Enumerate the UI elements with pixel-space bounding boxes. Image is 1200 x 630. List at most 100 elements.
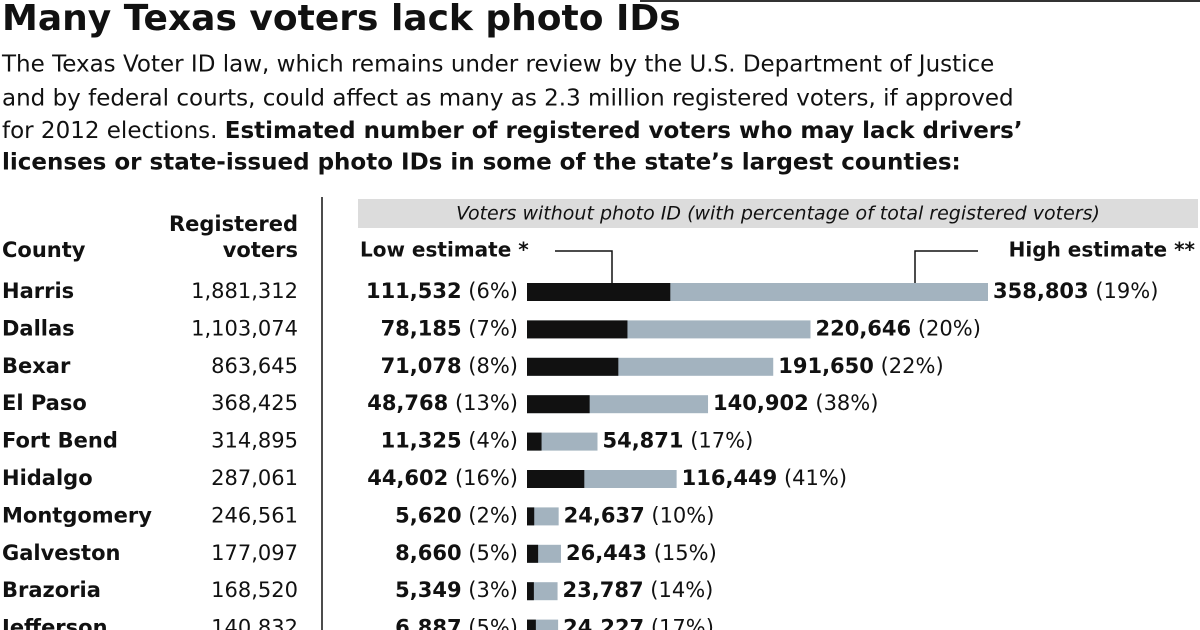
high-value: 24,227	[563, 616, 644, 630]
county: El Paso	[2, 391, 87, 415]
registered: 368,425	[211, 391, 298, 415]
legend-low: Low estimate *	[360, 238, 529, 262]
bar-low	[527, 357, 619, 376]
high-label: 23,787 (14%)	[563, 578, 714, 602]
low-pct: (4%)	[468, 429, 518, 453]
high-value: 23,787	[563, 578, 644, 602]
low-pct: (6%)	[468, 279, 518, 303]
county: Jefferson	[0, 616, 108, 630]
high-value: 26,443	[566, 541, 647, 565]
low-label: 44,602 (16%)	[367, 466, 518, 490]
high-pct: (41%)	[784, 466, 847, 490]
high-value: 24,637	[564, 503, 645, 527]
registered: 287,061	[211, 466, 298, 490]
bar-high	[527, 582, 558, 601]
bar-low	[527, 507, 535, 526]
registered: 177,097	[211, 541, 298, 565]
bar-low	[527, 320, 628, 339]
high-value: 191,650	[778, 354, 874, 378]
bar-low	[527, 395, 590, 414]
low-pct: (2%)	[468, 503, 518, 527]
high-label: 140,902 (38%)	[713, 391, 878, 415]
registered: 168,520	[211, 578, 298, 602]
high-label: 26,443 (15%)	[566, 541, 717, 565]
bar-low	[527, 432, 542, 451]
high-label: 54,871 (17%)	[602, 429, 753, 453]
title: Many Texas voters lack photo IDs	[2, 0, 681, 39]
registered: 314,895	[211, 429, 298, 453]
low-value: 111,532	[366, 279, 462, 303]
column-header: voters	[223, 238, 298, 262]
low-value: 71,078	[381, 354, 462, 378]
legend-high: High estimate **	[1009, 238, 1196, 262]
county: Brazoria	[2, 578, 101, 602]
bar-high	[527, 619, 559, 630]
high-pct: (38%)	[815, 391, 878, 415]
county: Hidalgo	[2, 466, 93, 490]
high-value: 116,449	[682, 466, 778, 490]
high-pct: (10%)	[651, 503, 714, 527]
low-label: 5,349 (3%)	[395, 578, 518, 602]
column-header: Registered	[169, 212, 298, 236]
low-pct: (3%)	[468, 578, 518, 602]
county: Galveston	[2, 541, 120, 565]
high-pct: (14%)	[650, 578, 713, 602]
low-label: 6,887 (5%)	[395, 616, 518, 630]
bold-line: Estimated number of registered voters wh…	[225, 118, 1023, 144]
low-pct: (8%)	[468, 354, 518, 378]
low-pct: (16%)	[455, 466, 518, 490]
low-pct: (5%)	[468, 616, 518, 630]
registered: 1,881,312	[191, 279, 298, 303]
county: Bexar	[2, 354, 71, 378]
low-pct: (7%)	[468, 316, 518, 340]
low-label: 111,532 (6%)	[366, 279, 518, 303]
county: Montgomery	[2, 503, 152, 527]
high-label: 358,803 (19%)	[993, 279, 1158, 303]
high-pct: (19%)	[1095, 279, 1158, 303]
county: Harris	[2, 279, 74, 303]
high-label: 116,449 (41%)	[682, 466, 847, 490]
low-value: 6,887	[395, 616, 461, 630]
intro-line: The Texas Voter ID law, which remains un…	[1, 52, 994, 78]
county: Fort Bend	[2, 429, 118, 453]
intro-line: for 2012 elections. Estimated number of …	[2, 118, 1023, 144]
high-label: 24,637 (10%)	[564, 503, 715, 527]
high-value: 220,646	[815, 316, 911, 340]
bar-low	[527, 619, 536, 630]
bar-low	[527, 582, 534, 601]
high-value: 358,803	[993, 279, 1089, 303]
low-value: 48,768	[367, 391, 448, 415]
registered: 246,561	[211, 503, 298, 527]
low-label: 48,768 (13%)	[367, 391, 518, 415]
high-pct: (17%)	[651, 616, 714, 630]
high-pct: (17%)	[690, 429, 753, 453]
low-label: 5,620 (2%)	[395, 503, 518, 527]
registered: 1,103,074	[191, 316, 298, 340]
low-value: 78,185	[381, 316, 462, 340]
low-value: 5,620	[395, 503, 461, 527]
bar-low	[527, 544, 539, 563]
low-label: 78,185 (7%)	[381, 316, 518, 340]
low-value: 44,602	[367, 466, 448, 490]
bar-low	[527, 283, 671, 301]
intro-line: and by federal courts, could affect as m…	[2, 86, 1014, 112]
high-pct: (20%)	[918, 316, 981, 340]
high-label: 24,227 (17%)	[563, 616, 714, 630]
registered: 863,645	[211, 354, 298, 378]
leader-line	[555, 250, 613, 283]
high-label: 191,650 (22%)	[778, 354, 943, 378]
high-label: 220,646 (20%)	[815, 316, 980, 340]
low-pct: (5%)	[468, 541, 518, 565]
low-label: 71,078 (8%)	[381, 354, 518, 378]
band-label: Voters without photo ID (with percentage…	[456, 203, 1100, 225]
leader-line	[914, 250, 978, 283]
low-value: 5,349	[395, 578, 461, 602]
high-value: 54,871	[602, 429, 683, 453]
header-band	[358, 199, 1198, 228]
registered: 140,832	[211, 616, 298, 630]
bar-high	[527, 432, 598, 451]
bar-low	[527, 470, 585, 488]
high-pct: (15%)	[654, 541, 717, 565]
low-label: 11,325 (4%)	[381, 429, 518, 453]
